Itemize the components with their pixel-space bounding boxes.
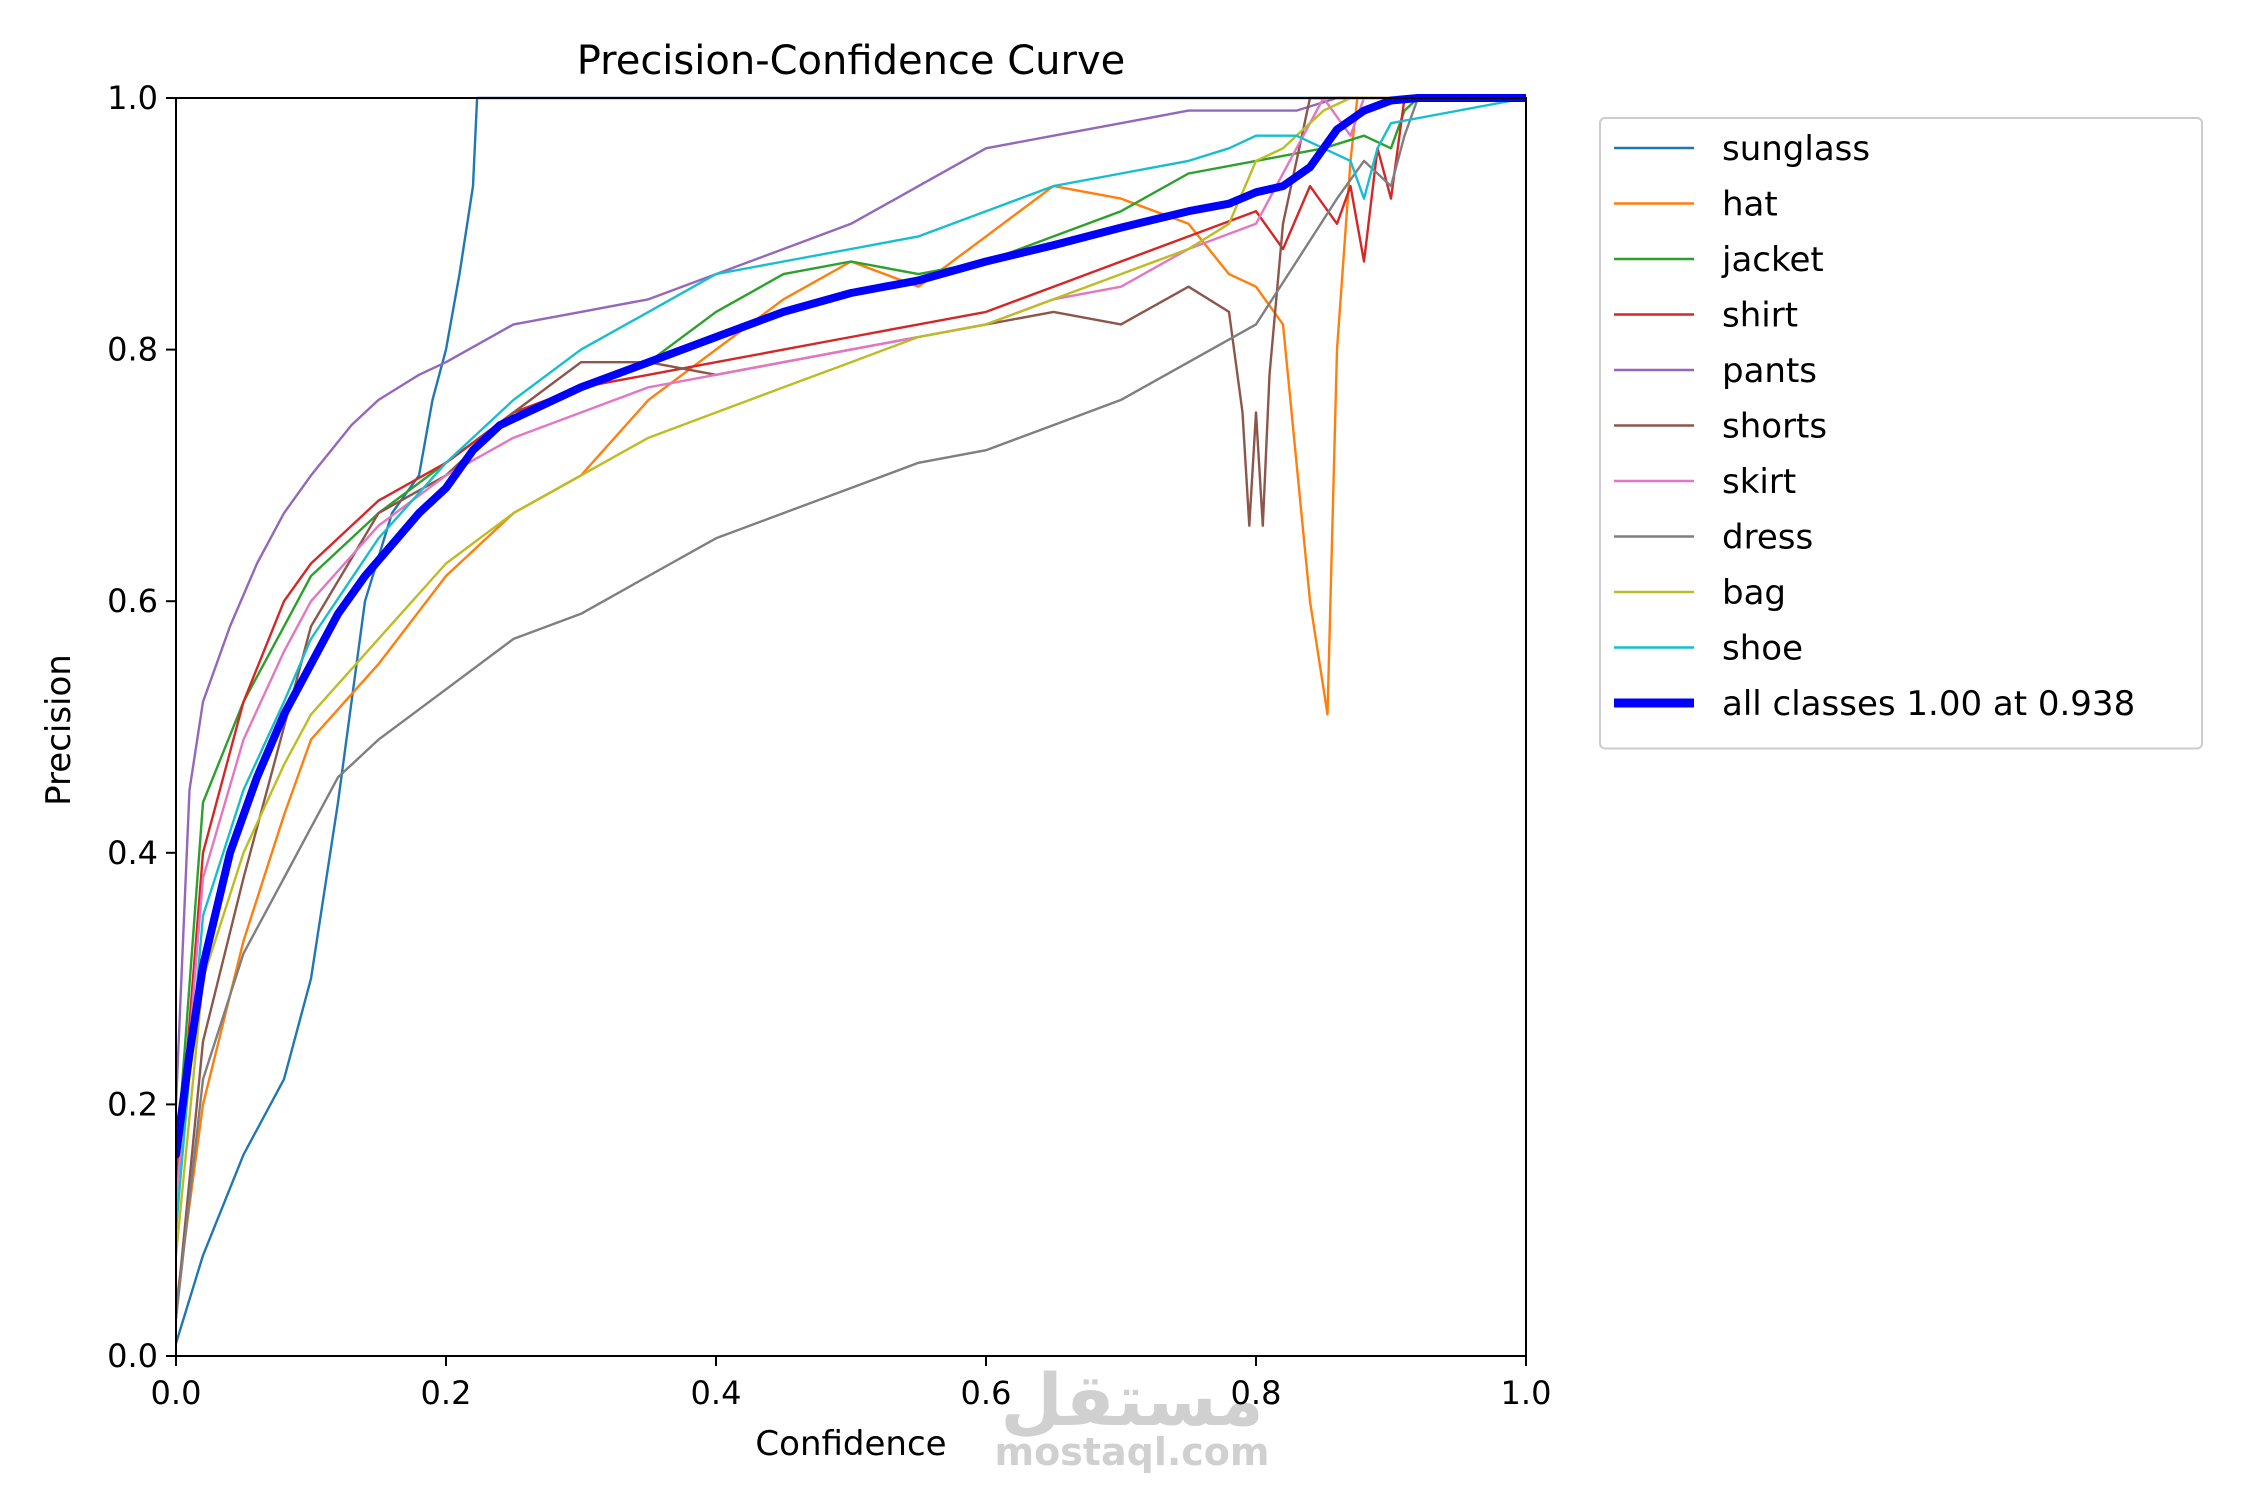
legend-label: pants — [1722, 351, 1817, 391]
x-tick-label: 0.0 — [151, 1374, 202, 1412]
legend-label: jacket — [1721, 240, 1824, 280]
watermark-arabic: مستقل — [1000, 1358, 1263, 1442]
legend-label: all classes 1.00 at 0.938 — [1722, 684, 2135, 724]
legend-box — [1599, 117, 2203, 750]
plot-frame — [175, 97, 1527, 1357]
watermark-url: mostaql.com — [994, 1430, 1269, 1474]
series-line-shirt — [176, 96, 1526, 1194]
y-axis-label: Precision — [39, 654, 79, 806]
y-tick-label: 1.0 — [107, 79, 158, 117]
watermark: مستقل mostaql.com — [994, 1358, 1269, 1474]
legend-label: skirt — [1722, 462, 1796, 502]
series-line-jacket — [176, 96, 1526, 1169]
series-line-all — [176, 94, 1526, 1159]
y-tick-label: 0.2 — [107, 1085, 158, 1123]
series-line-shorts — [176, 96, 1526, 1320]
legend-label: hat — [1722, 185, 1778, 225]
x-tick-label: 0.6 — [961, 1374, 1012, 1412]
legend: sunglass hat jacket shirt pants shorts skirt dr… — [1599, 117, 2203, 750]
series-line-sunglass — [176, 96, 1526, 1345]
series-line-skirt — [176, 96, 1526, 1207]
y-tick-label: 0.0 — [107, 1337, 158, 1375]
x-tick-label: 0.2 — [421, 1374, 472, 1412]
chart-title: Precision-Confidence Curve — [577, 38, 1126, 84]
legend-label: shoe — [1722, 629, 1803, 669]
x-axis-label: Confidence — [755, 1424, 946, 1464]
legend-label: bag — [1722, 573, 1786, 613]
series-line-shoe — [176, 96, 1526, 1232]
series-line-pants — [176, 96, 1526, 1106]
legend-label: shorts — [1722, 407, 1827, 447]
axes-layer: 0.0 0.2 0.4 0.6 0.8 1.0 0.0 0.2 0.4 0.6 0.8 1.0 — [107, 79, 1551, 1412]
legend-label: dress — [1722, 518, 1813, 558]
series-line-bag — [176, 96, 1526, 1257]
legend-label: sunglass — [1722, 129, 1870, 169]
series-line-hat — [176, 96, 1526, 1307]
x-tick-label: 0.4 — [691, 1374, 742, 1412]
series-layer — [176, 94, 1526, 1345]
y-tick-label: 0.4 — [107, 834, 158, 872]
y-tick-label: 0.6 — [107, 582, 158, 620]
series-line-dress — [176, 96, 1526, 1320]
x-tick-label: 0.8 — [1231, 1374, 1282, 1412]
legend-label: shirt — [1722, 296, 1798, 336]
x-tick-label: 1.0 — [1501, 1374, 1552, 1412]
y-tick-label: 0.8 — [107, 331, 158, 369]
